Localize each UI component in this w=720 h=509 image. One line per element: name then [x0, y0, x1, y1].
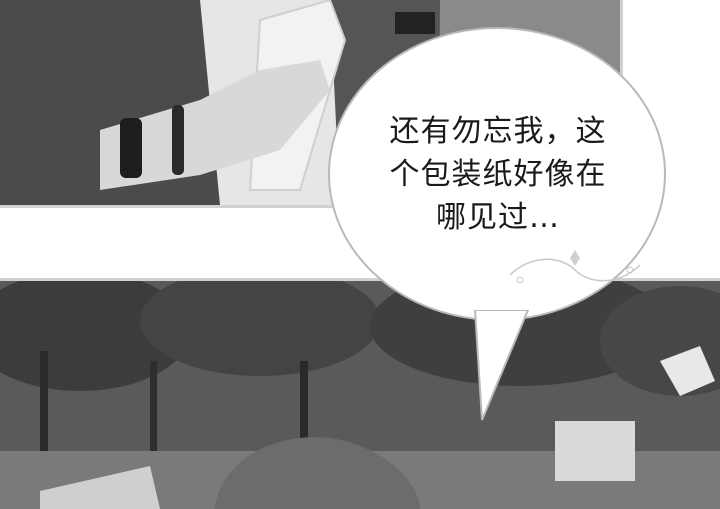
speech-line-3: 哪见过…	[436, 200, 560, 235]
bottom-comic-panel	[0, 278, 720, 509]
bottom-panel-illustration	[0, 281, 720, 509]
speech-line-1: 还有勿忘我，这	[389, 114, 607, 149]
speech-line-2: 个包装纸好像在	[389, 157, 607, 192]
speech-bubble	[328, 27, 666, 321]
speech-bubble-text: 还有勿忘我，这 个包装纸好像在 哪见过…	[352, 110, 644, 239]
speech-bubble-tail	[473, 310, 530, 421]
decorative-flourish	[509, 250, 641, 284]
